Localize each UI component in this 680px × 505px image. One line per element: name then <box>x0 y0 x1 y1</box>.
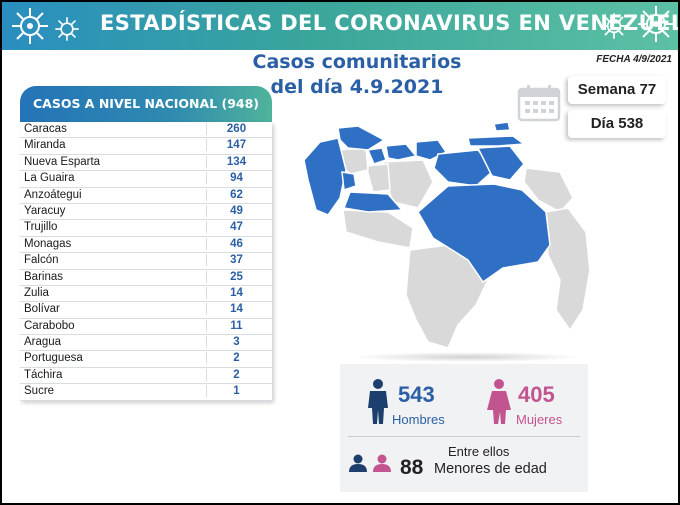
map-region-yaracuy <box>366 147 387 165</box>
map-region-falcon <box>337 125 386 151</box>
woman-icon <box>487 379 511 424</box>
among-label: Entre ellos <box>448 444 510 459</box>
table-row: Miranda 147 <box>20 138 272 155</box>
state-cases: 14 <box>206 286 266 299</box>
minors-label: Menores de edad <box>434 461 547 477</box>
men-label: Hombres <box>392 412 445 427</box>
national-cases-header: CASOS A NIVEL NACIONAL (948) <box>20 86 272 122</box>
table-row: Nueva Esparta 134 <box>20 155 272 172</box>
state-cases: 47 <box>206 221 266 234</box>
table-row: Sucre 1 <box>20 384 272 401</box>
state-cases: 14 <box>206 303 266 316</box>
title-banner: ESTADÍSTICAS DEL CORONAVIRUS EN VENEZUEL… <box>2 2 678 50</box>
map-region-carabobo-aragua <box>385 143 418 161</box>
state-cases: 62 <box>206 188 266 201</box>
table-row: Táchira 2 <box>20 368 272 385</box>
state-cases: 134 <box>206 155 266 168</box>
heading-line-2: del día 4.9.2021 <box>270 76 444 98</box>
map-region-cojedes <box>365 163 391 193</box>
man-icon <box>368 379 388 424</box>
virus-icon <box>638 6 674 42</box>
state-cases: 147 <box>206 139 266 152</box>
week-badge: Semana 77 <box>568 76 666 104</box>
map-region-zulia <box>303 137 347 216</box>
map-region-barinas <box>342 191 404 213</box>
state-name: Táchira <box>24 368 63 381</box>
day-badge: Día 538 <box>568 110 666 138</box>
state-name: La Guaira <box>24 172 75 185</box>
state-name: Aragua <box>24 336 62 349</box>
table-row: Monagas 46 <box>20 237 272 254</box>
state-cases: 49 <box>206 204 266 217</box>
state-cases: 2 <box>206 368 266 381</box>
table-row: Bolívar 14 <box>20 302 272 319</box>
state-name: Nueva Esparta <box>24 155 101 168</box>
state-cases: 2 <box>206 352 266 365</box>
women-count: 405 <box>518 382 555 407</box>
table-row: Trujillo 47 <box>20 220 272 237</box>
state-cases: 94 <box>206 172 266 185</box>
map-region-apure <box>342 209 414 249</box>
map-region-sucre <box>467 135 527 147</box>
venezuela-map <box>303 121 591 349</box>
table-row: Aragua 3 <box>20 335 272 352</box>
table-row: Falcón 37 <box>20 253 272 270</box>
state-name: Caracas <box>24 123 67 135</box>
table-row: Zulia 14 <box>20 286 272 303</box>
state-name: Sucre <box>24 385 55 398</box>
virus-icon <box>601 13 627 39</box>
state-cases: 25 <box>206 270 266 283</box>
map-region-trujillo <box>341 171 357 192</box>
date-label: FECHA 4/9/2021 <box>596 54 672 65</box>
state-cases: 46 <box>206 237 266 250</box>
state-cases: 37 <box>206 254 266 267</box>
state-cases: 260 <box>206 123 266 135</box>
state-cases: 1 <box>206 385 266 398</box>
girl-icon <box>373 454 391 472</box>
map-region-nueva-esparta <box>493 121 511 132</box>
map-region-bolivar-east <box>545 207 591 332</box>
page-heading: Casos comunitarios del día 4.9.2021 <box>242 50 472 100</box>
men-count: 543 <box>398 382 435 407</box>
table-row: Carabobo 11 <box>20 319 272 336</box>
virus-icon <box>55 17 79 41</box>
table-row: Barinas 25 <box>20 270 272 286</box>
women-label: Mujeres <box>516 412 563 427</box>
state-name: Barinas <box>24 270 63 283</box>
table-row: La Guaira 94 <box>20 171 272 188</box>
state-name: Zulia <box>24 286 49 299</box>
national-cases-table: Caracas 260 Miranda 147 Nueva Esparta 134 La G… <box>20 122 272 401</box>
state-cases: 11 <box>206 319 266 332</box>
state-name: Carabobo <box>24 319 75 332</box>
table-row: Yaracuy 49 <box>20 204 272 221</box>
state-name: Portuguesa <box>24 352 83 365</box>
heading-line-1: Casos comunitarios <box>252 51 462 73</box>
state-name: Falcón <box>24 254 59 267</box>
boy-icon <box>349 454 367 472</box>
state-name: Trujillo <box>24 221 58 234</box>
map-region-monagas <box>476 145 525 181</box>
map-region-bolivar <box>417 183 551 284</box>
banner-title: ESTADÍSTICAS DEL CORONAVIRUS EN VENEZUEL… <box>100 11 678 35</box>
panel-divider <box>348 436 580 437</box>
table-row: Portuguesa 2 <box>20 351 272 368</box>
state-name: Monagas <box>24 237 72 250</box>
state-name: Yaracuy <box>24 204 66 217</box>
table-row: Caracas 260 <box>20 122 272 139</box>
state-name: Anzoátegui <box>24 188 82 201</box>
state-cases: 3 <box>206 336 266 349</box>
virus-icon <box>12 8 48 44</box>
minors-count: 88 <box>400 456 424 479</box>
panel-shadow <box>352 352 582 362</box>
state-name: Bolívar <box>24 303 60 316</box>
table-row: Anzoátegui 62 <box>20 188 272 204</box>
calendar-icon <box>517 85 561 122</box>
state-name: Miranda <box>24 139 66 152</box>
